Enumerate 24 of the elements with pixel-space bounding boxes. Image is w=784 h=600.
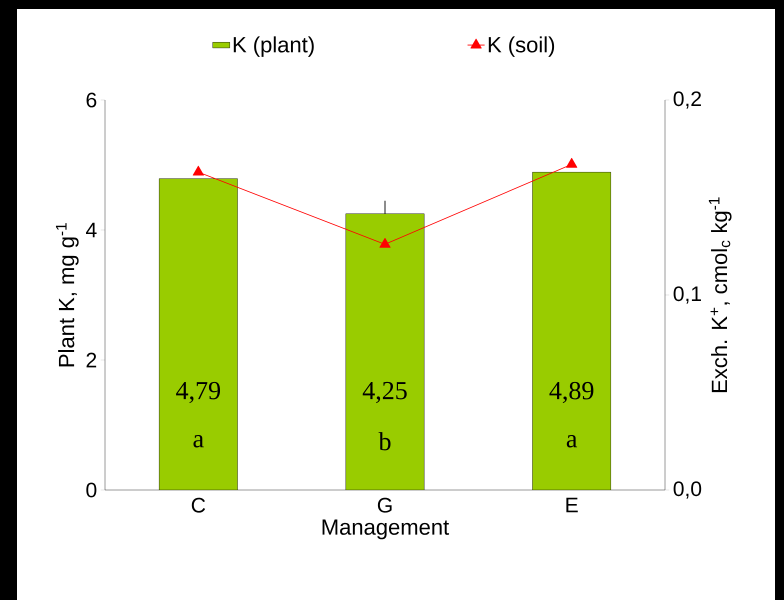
point	[192, 166, 204, 176]
y2-axis-title: Exch. K$^{+}$, cmol$_{c}$ kg$^{-1}$	[708, 197, 732, 392]
annotation: a	[566, 435, 578, 448]
y-tick-label: 4	[86, 222, 97, 238]
point	[566, 158, 578, 168]
annotation: b	[378, 432, 391, 450]
x-tick-label: C	[192, 498, 206, 513]
x-axis-title: Management	[322, 520, 450, 540]
data-label: 4,79	[176, 382, 220, 404]
y-tick-label: 2	[86, 352, 96, 368]
y-tick-label: 6	[86, 92, 96, 108]
y2-tick-label: 0,0	[674, 481, 702, 499]
annotation: a	[193, 435, 204, 448]
x-tick-label: G	[378, 498, 392, 513]
y-tick-label: 0	[86, 482, 96, 498]
y2-tick-label: 0,1	[674, 286, 701, 304]
x-tick-label: E	[566, 498, 578, 512]
y-axis-title: Plant K, mg g$^{-1}$	[56, 223, 79, 366]
legend-label: K (soil)	[488, 36, 554, 57]
data-label: 4,25	[362, 382, 407, 404]
legend-label: K (plant)	[234, 36, 314, 57]
data-label: 4,89	[549, 382, 594, 404]
y2-tick-label: 0,2	[674, 91, 701, 109]
point	[379, 238, 391, 248]
